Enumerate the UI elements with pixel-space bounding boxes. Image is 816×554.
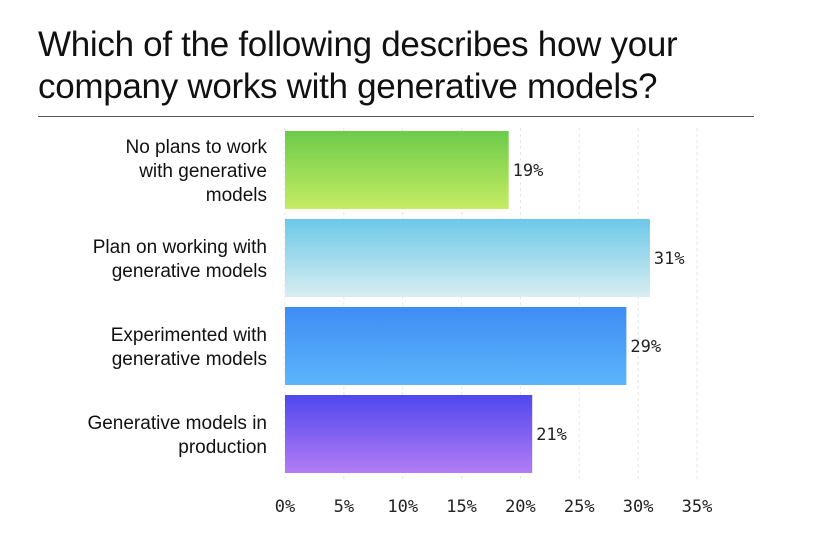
category-label: with generative <box>138 161 267 182</box>
data-label: 31% <box>654 249 685 269</box>
category-label: Experimented with <box>111 325 267 346</box>
x-tick-label: 35% <box>682 497 713 517</box>
data-label: 21% <box>536 425 567 445</box>
data-label: 19% <box>513 161 544 181</box>
x-tick-label: 20% <box>505 497 536 517</box>
category-label: generative models <box>112 349 267 370</box>
category-label: Generative models in <box>87 413 267 434</box>
x-tick-label: 25% <box>564 497 595 517</box>
chart-title: Which of the following describes how you… <box>38 25 678 106</box>
category-label: production <box>178 437 267 458</box>
x-tick-label: 0% <box>275 497 295 517</box>
bar <box>285 307 627 385</box>
category-label: models <box>206 185 267 206</box>
category-label: No plans to work <box>125 137 267 158</box>
x-tick-label: 10% <box>387 497 418 517</box>
data-label: 29% <box>630 337 661 357</box>
bar <box>285 395 533 473</box>
x-tick-label: 5% <box>334 497 354 517</box>
x-tick-label: 15% <box>446 497 477 517</box>
category-label: generative models <box>112 261 267 282</box>
bar <box>285 131 509 209</box>
x-tick-label: 30% <box>623 497 654 517</box>
category-label: Plan on working with <box>93 237 267 258</box>
bar <box>285 219 650 297</box>
title-divider <box>38 116 754 117</box>
